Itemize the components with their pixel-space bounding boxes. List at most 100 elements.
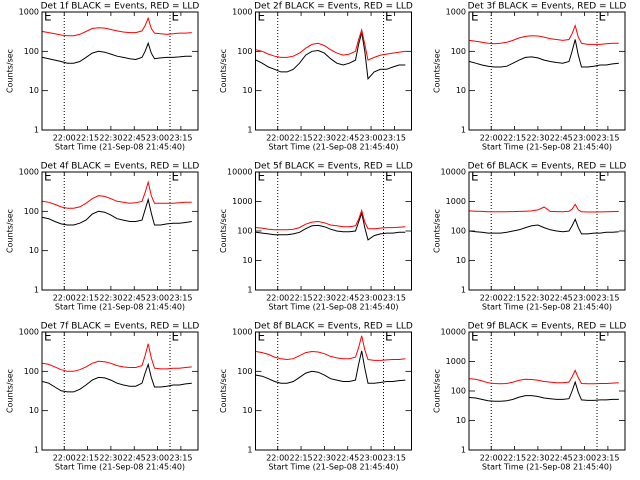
y-tick-label: 10 (456, 86, 466, 95)
y-tick-label: 10 (242, 256, 252, 265)
x-tick-label: 23:00 (573, 454, 596, 463)
panel: Det 2f BLACK = Events, RED = LLD 22:00 22:… (219, 2, 413, 152)
data-line (469, 23, 619, 45)
annotation: E (385, 170, 393, 184)
y-tick-label: 100 (237, 47, 252, 56)
y-axis-label: Counts/sec (219, 369, 228, 413)
annotation: E (172, 330, 180, 344)
panel-title: Det 5f BLACK = Events, RED = LLD (254, 162, 413, 172)
y-tick-label: 10000 (227, 168, 252, 177)
x-tick-label: 22:00 (53, 134, 76, 143)
y-tick-label: 1 (34, 286, 39, 295)
x-tick-label: 22:45 (123, 294, 146, 303)
x-tick-label: 23:15 (596, 454, 619, 463)
data-line (255, 208, 406, 231)
x-tick-label: 23:00 (146, 134, 169, 143)
x-axis-label: Start Time (21-Sep-08 21:45:40) (268, 143, 398, 152)
x-tick-label: 23:00 (360, 454, 383, 463)
x-tick-label: 22:15 (503, 454, 526, 463)
data-line (469, 39, 619, 68)
x-axis-label: Start Time (21-Sep-08 21:45:40) (482, 143, 612, 152)
y-tick-label: 1 (461, 286, 466, 295)
x-tick-label: 23:15 (169, 294, 192, 303)
y-tick-label: 1 (247, 126, 252, 135)
annotation: E (471, 330, 479, 344)
y-tick-label: 1 (247, 286, 252, 295)
x-tick-label: 22:00 (480, 294, 503, 303)
y-tick-label: 1000 (446, 357, 466, 366)
data-line (42, 343, 192, 372)
x-tick-label: 22:15 (503, 134, 526, 143)
y-tick-label: 10 (29, 86, 39, 95)
x-tick-label: 22:45 (336, 454, 359, 463)
x-tick-label: 23:15 (383, 134, 406, 143)
y-tick-label: 10 (242, 406, 252, 415)
data-line (42, 197, 192, 226)
x-tick-label: 22:15 (290, 454, 313, 463)
y-tick-label: 1000 (446, 197, 466, 206)
data-line (469, 218, 619, 235)
annotation: E (44, 170, 52, 184)
x-tick-label: 22:15 (503, 294, 526, 303)
x-tick-label: 22:00 (266, 134, 289, 143)
plot-frame (468, 171, 626, 291)
x-tick-label: 23:00 (360, 294, 383, 303)
data-line (42, 362, 192, 393)
y-tick-label: 10 (29, 246, 39, 255)
annotation: E (471, 170, 479, 184)
annotation: E (385, 10, 393, 24)
y-tick-label: 100 (451, 227, 466, 236)
x-tick-label: 22:30 (526, 454, 549, 463)
y-axis-label: Counts/sec (433, 49, 442, 93)
y-axis-label: Counts/sec (433, 369, 442, 413)
plot-frame (41, 171, 199, 291)
x-tick-label: 22:30 (313, 454, 336, 463)
x-tick-label: 22:00 (53, 294, 76, 303)
y-tick-label: 100 (451, 47, 466, 56)
y-tick-label: 1 (34, 126, 39, 135)
x-tick-label: 23:15 (169, 134, 192, 143)
x-tick-label: 22:30 (526, 134, 549, 143)
y-axis-label: Counts/sec (433, 209, 442, 253)
x-tick-label: 22:00 (266, 294, 289, 303)
y-tick-label: 10 (242, 86, 252, 95)
data-line (255, 32, 406, 80)
y-tick-label: 10000 (441, 168, 466, 177)
annotation: E (385, 330, 393, 344)
x-tick-label: 22:15 (290, 294, 313, 303)
y-tick-label: 10000 (441, 328, 466, 337)
y-tick-label: 1000 (19, 328, 39, 337)
annotation: E (599, 330, 607, 344)
x-axis-label: Start Time (21-Sep-08 21:45:40) (482, 303, 612, 312)
x-tick-label: 22:45 (123, 134, 146, 143)
panel-title: Det 4f BLACK = Events, RED = LLD (41, 162, 200, 172)
y-tick-label: 10 (456, 256, 466, 265)
panel-title: Det 2f BLACK = Events, RED = LLD (254, 2, 413, 12)
x-tick-label: 22:15 (76, 454, 99, 463)
x-tick-label: 22:30 (313, 134, 336, 143)
x-tick-label: 23:00 (360, 134, 383, 143)
data-line (42, 41, 192, 64)
plot-frame (255, 331, 412, 451)
x-tick-label: 23:15 (383, 294, 406, 303)
annotation: E (599, 170, 607, 184)
x-axis-label: Start Time (21-Sep-08 21:45:40) (268, 463, 398, 472)
plot-frame (255, 171, 412, 291)
x-tick-label: 22:00 (53, 454, 76, 463)
x-tick-label: 22:45 (123, 454, 146, 463)
x-tick-label: 22:45 (336, 294, 359, 303)
x-tick-label: 23:00 (573, 134, 596, 143)
data-line (42, 180, 192, 209)
y-axis-label: Counts/sec (219, 209, 228, 253)
annotation: E (44, 10, 52, 24)
y-axis-label: Counts/sec (6, 369, 15, 413)
x-tick-label: 22:15 (76, 294, 99, 303)
y-axis-label: Counts/sec (6, 209, 15, 253)
